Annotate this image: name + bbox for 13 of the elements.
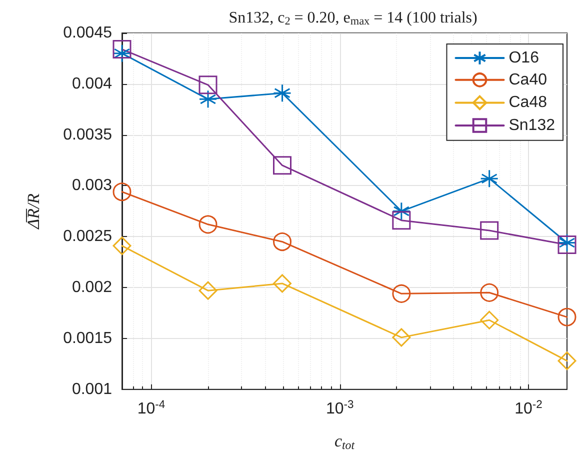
y-tick-label: 0.0015: [63, 330, 112, 347]
y-tick-label: 0.003: [72, 177, 112, 194]
y-tick-label: 0.001: [72, 380, 112, 398]
legend-label: Ca48: [508, 94, 548, 112]
y-tick-label: 0.0025: [63, 228, 112, 246]
legend-label: O16: [508, 50, 540, 66]
y-tick-label: 0.004: [72, 75, 112, 92]
legend-label: Sn132: [508, 117, 556, 134]
legend-label: Ca40: [508, 71, 548, 88]
y-tick-label: 0.002: [72, 279, 112, 296]
y-axis-title: Δ̅R̅/R: [24, 192, 43, 230]
y-tick-label: 0.0035: [63, 126, 112, 144]
y-tick-label: 0.0045: [63, 24, 112, 42]
